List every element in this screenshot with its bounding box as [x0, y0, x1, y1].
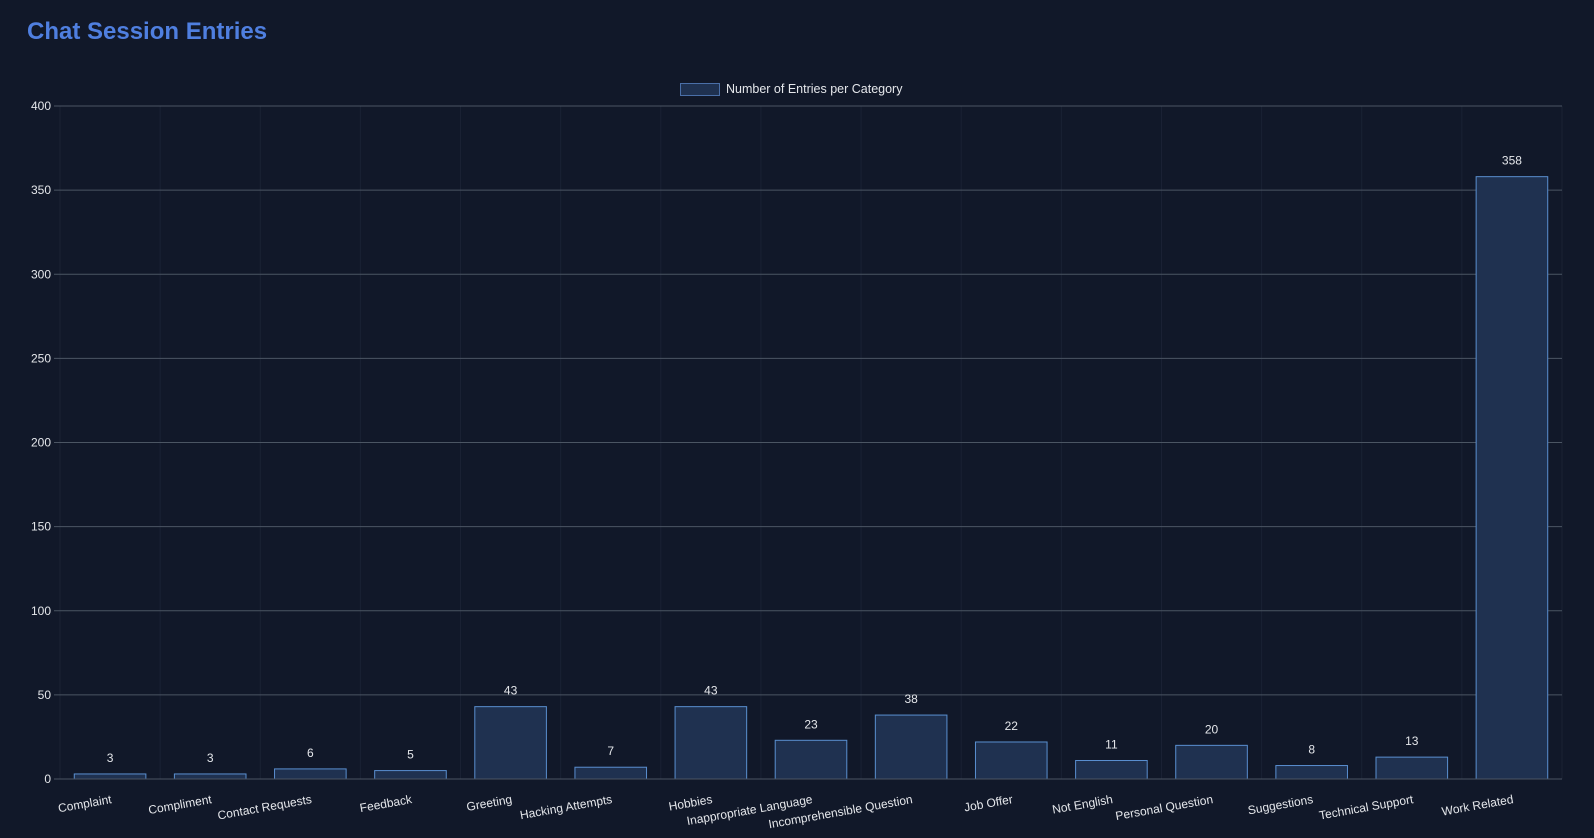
bar[interactable]: [574, 766, 648, 780]
x-tick-label: Work Related: [1441, 792, 1515, 818]
bar-value-label: 13: [1405, 734, 1419, 748]
y-tick-label: 50: [38, 688, 52, 702]
x-tick-label: Feedback: [359, 792, 414, 815]
bar-value-label: 5: [407, 748, 414, 762]
x-tick-label: Technical Support: [1318, 792, 1415, 822]
x-tick-label: Complaint: [57, 792, 113, 815]
bar-value-label: 6: [307, 746, 314, 760]
y-tick-label: 400: [31, 99, 51, 113]
page-title: Chat Session Entries: [27, 18, 268, 45]
bar-value-label: 7: [607, 744, 614, 758]
y-tick-label: 200: [31, 436, 51, 450]
x-tick-label: Not English: [1051, 792, 1114, 816]
y-tick-label: 300: [31, 267, 51, 281]
x-tick-label: Greeting: [465, 792, 513, 814]
bar[interactable]: [1475, 176, 1549, 780]
bar[interactable]: [674, 706, 748, 780]
bar[interactable]: [73, 773, 147, 780]
bar[interactable]: [974, 741, 1048, 780]
x-tick-label: Job Offer: [963, 792, 1014, 814]
bar-value-label: 43: [504, 684, 518, 698]
y-tick-label: 150: [31, 520, 51, 534]
bar-value-label: 11: [1105, 737, 1118, 751]
bar[interactable]: [173, 773, 247, 780]
bar-value-label: 8: [1308, 743, 1315, 757]
x-tick-label: Suggestions: [1247, 792, 1314, 817]
legend-swatch: [680, 82, 720, 96]
bar[interactable]: [1075, 759, 1148, 780]
bar-value-label: 358: [1502, 154, 1522, 168]
x-tick-label: Compliment: [147, 792, 213, 817]
bar[interactable]: [474, 706, 547, 780]
bar-value-label: 3: [107, 751, 114, 765]
bar-value-label: 23: [804, 717, 818, 731]
bar[interactable]: [374, 770, 447, 780]
y-tick-label: 100: [31, 604, 51, 618]
bar[interactable]: [274, 768, 347, 780]
y-tick-label: 350: [31, 183, 51, 197]
bar[interactable]: [1275, 765, 1348, 780]
bar-value-label: 22: [1005, 719, 1019, 733]
x-tick-label: Personal Question: [1114, 792, 1214, 823]
bar-value-label: 43: [704, 684, 718, 698]
bar-value-label: 38: [904, 692, 918, 706]
legend-label: Number of Entries per Category: [726, 82, 903, 96]
x-tick-label: Hacking Attempts: [519, 792, 613, 822]
bar[interactable]: [874, 714, 948, 780]
y-tick-label: 250: [31, 351, 51, 365]
bar-value-label: 3: [207, 751, 214, 765]
bar-value-label: 20: [1205, 722, 1219, 736]
bar[interactable]: [1375, 756, 1449, 780]
chart-legend[interactable]: Number of Entries per Category: [680, 82, 902, 96]
x-tick-label: Contact Requests: [216, 792, 312, 822]
bar[interactable]: [1175, 744, 1248, 780]
bar[interactable]: [774, 739, 848, 780]
y-tick-label: 0: [44, 772, 51, 786]
